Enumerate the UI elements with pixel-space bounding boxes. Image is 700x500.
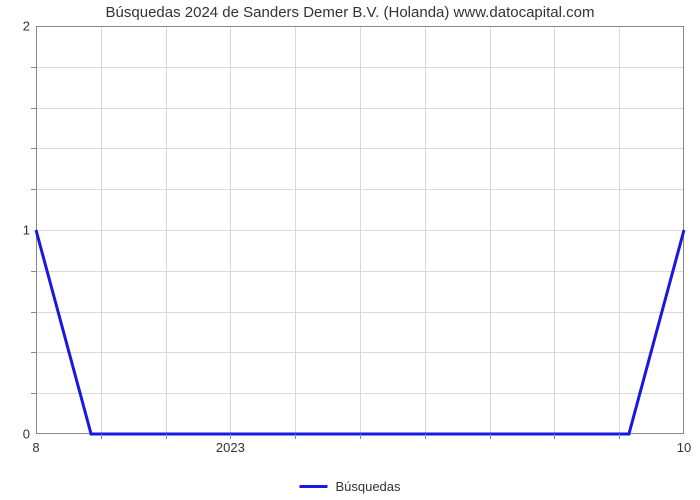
plot-area: 0128102023 [36, 26, 684, 434]
series-polyline [36, 230, 684, 434]
y-minor-tick [31, 271, 36, 272]
legend-label: Búsquedas [335, 479, 400, 494]
x-minor-tick [554, 434, 555, 439]
y-minor-tick [31, 189, 36, 190]
y-tick-label: 0 [23, 427, 30, 442]
legend-swatch [299, 485, 327, 488]
x-minor-tick [166, 434, 167, 439]
chart-title: Búsquedas 2024 de Sanders Demer B.V. (Ho… [0, 4, 700, 21]
chart-wrapper: Búsquedas 2024 de Sanders Demer B.V. (Ho… [0, 0, 700, 500]
x-minor-tick [490, 434, 491, 439]
x-minor-tick [101, 434, 102, 439]
x-minor-tick [619, 434, 620, 439]
y-tick-label: 2 [23, 19, 30, 34]
x-minor-tick [295, 434, 296, 439]
series-line [36, 26, 684, 434]
y-minor-tick [31, 312, 36, 313]
y-minor-tick [31, 393, 36, 394]
y-tick-label: 1 [23, 223, 30, 238]
legend: Búsquedas [299, 479, 400, 494]
x-minor-tick [425, 434, 426, 439]
x-tick-label: 8 [32, 440, 39, 455]
y-minor-tick [31, 108, 36, 109]
x-tick-label: 10 [677, 440, 691, 455]
x-center-label: 2023 [216, 440, 245, 455]
y-minor-tick [31, 67, 36, 68]
y-minor-tick [31, 148, 36, 149]
y-minor-tick [31, 352, 36, 353]
x-minor-tick [360, 434, 361, 439]
x-minor-tick [230, 434, 231, 439]
